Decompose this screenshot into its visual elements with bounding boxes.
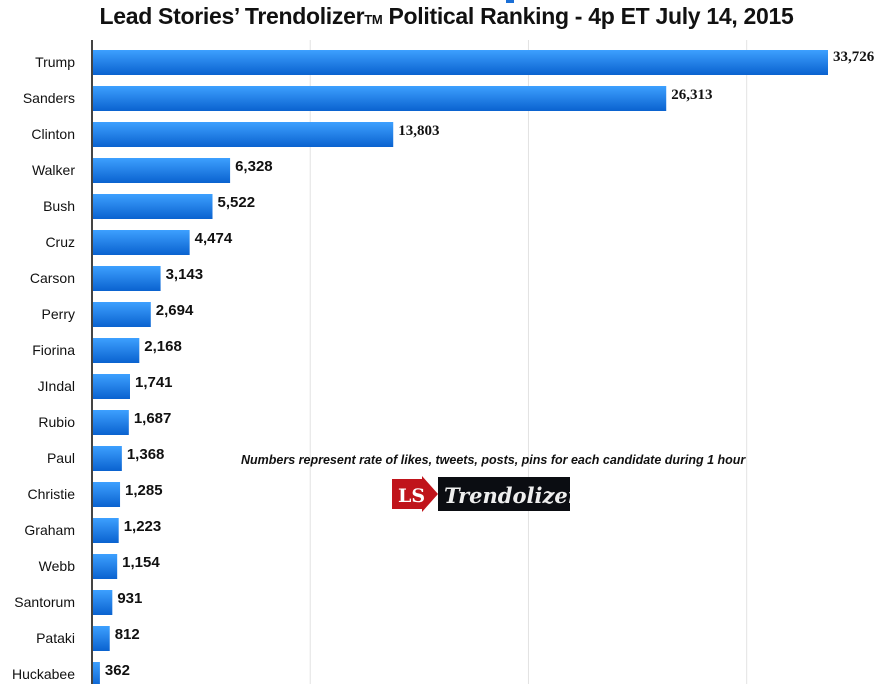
category-label: Paul bbox=[47, 450, 75, 466]
category-label: Christie bbox=[28, 486, 76, 502]
bar-huckabee bbox=[92, 662, 100, 684]
logo-badge: LS bbox=[398, 485, 425, 507]
chart-note: Numbers represent rate of likes, tweets,… bbox=[241, 453, 746, 467]
bar-trump bbox=[92, 50, 828, 75]
data-label: 5,522 bbox=[218, 194, 256, 211]
bar-santorum bbox=[92, 590, 113, 615]
category-label: Trump bbox=[35, 54, 75, 70]
data-label: 4,474 bbox=[195, 230, 233, 247]
data-label: 931 bbox=[117, 590, 142, 607]
data-label: 1,154 bbox=[122, 554, 160, 571]
title-main: Lead Stories’ Trendolizer bbox=[99, 3, 365, 29]
data-label: 26,313 bbox=[671, 87, 712, 103]
bar-rubio bbox=[92, 410, 129, 435]
category-label: Clinton bbox=[31, 126, 75, 142]
bar-cruz bbox=[92, 230, 190, 255]
title-rest: Political Ranking - 4p ET July 14, 2015 bbox=[382, 3, 794, 29]
category-label: Sanders bbox=[23, 90, 75, 106]
bar-clinton bbox=[92, 122, 394, 147]
bar-pataki bbox=[92, 626, 110, 651]
category-label: Rubio bbox=[38, 414, 75, 430]
data-label: 362 bbox=[105, 662, 130, 679]
bar-paul bbox=[92, 446, 122, 471]
data-label: 1,368 bbox=[127, 446, 165, 463]
category-label: Santorum bbox=[14, 594, 75, 610]
logo-arrow bbox=[392, 476, 438, 512]
bar-graham bbox=[92, 518, 119, 543]
data-label: 1,741 bbox=[135, 374, 173, 391]
data-label: 2,694 bbox=[156, 302, 194, 319]
bar-perry bbox=[92, 302, 151, 327]
category-label: Huckabee bbox=[12, 666, 75, 682]
category-label: Walker bbox=[32, 162, 75, 178]
category-label: JIndal bbox=[38, 378, 75, 394]
category-label: Webb bbox=[39, 558, 76, 574]
bar-christie bbox=[92, 482, 121, 507]
bar-fiorina bbox=[92, 338, 140, 363]
bar-walker bbox=[92, 158, 231, 183]
category-label: Graham bbox=[24, 522, 75, 538]
bar-carson bbox=[92, 266, 161, 291]
data-label: 1,285 bbox=[125, 482, 163, 499]
category-label: Bush bbox=[43, 198, 75, 214]
bar-webb bbox=[92, 554, 118, 579]
bar-jindal bbox=[92, 374, 130, 399]
category-label: Pataki bbox=[36, 630, 75, 646]
data-label: 3,143 bbox=[166, 266, 204, 283]
category-label: Cruz bbox=[45, 234, 75, 250]
logo-name: Trendolizer bbox=[444, 483, 570, 508]
bar-bush bbox=[92, 194, 213, 219]
data-label: 33,726 bbox=[833, 49, 875, 65]
data-label: 812 bbox=[115, 626, 140, 643]
data-label: 13,803 bbox=[398, 123, 439, 139]
data-label: 6,328 bbox=[235, 158, 273, 175]
title-tm: TM bbox=[364, 12, 383, 27]
category-label: Perry bbox=[42, 306, 75, 322]
top-marker bbox=[506, 0, 514, 3]
data-label: 2,168 bbox=[144, 338, 182, 355]
data-label: 1,223 bbox=[124, 518, 162, 535]
category-label: Fiorina bbox=[32, 342, 75, 358]
trendolizer-logo: LS Trendolizer bbox=[392, 476, 570, 512]
bar-sanders bbox=[92, 86, 667, 111]
chart-title: Lead Stories’ TrendolizerTM Political Ra… bbox=[0, 3, 893, 30]
data-label: 1,687 bbox=[134, 410, 172, 427]
category-label: Carson bbox=[30, 270, 75, 286]
